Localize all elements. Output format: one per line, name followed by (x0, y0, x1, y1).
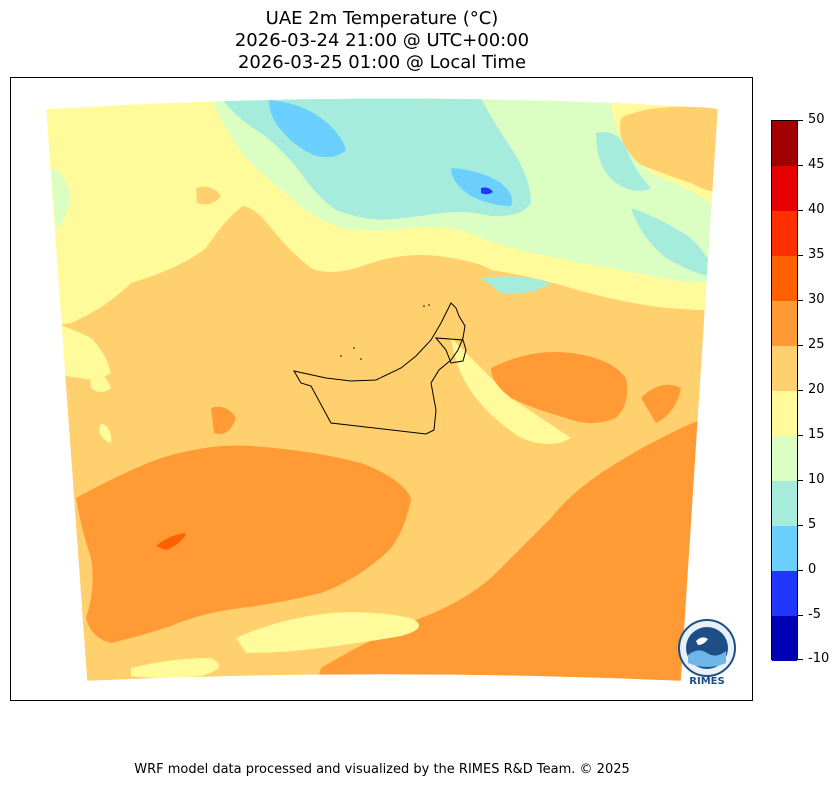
rimes-emblem-icon (678, 619, 736, 677)
colorbar-tick-label: 25 (808, 337, 825, 352)
colorbar-tick-label: 20 (808, 382, 825, 397)
map-title: UAE 2m Temperature (°C) (265, 8, 499, 29)
temp-band-30-35 (156, 533, 186, 550)
uae-border (292, 302, 466, 435)
local-time: 2026-03-25 01:00 @ Local Time (237, 52, 527, 73)
colorbar-tick-label: 45 (808, 157, 825, 172)
colorbar-tick-label: 30 (808, 292, 825, 307)
colorbar-tick-label: 35 (808, 247, 825, 262)
temp-band-0-5 (269, 100, 346, 158)
footer-credit: WRF model data processed and visualized … (134, 762, 630, 777)
utc-time: 2026-03-24 21:00 @ UTC+00:00 (234, 30, 530, 51)
colorbar-tick-label: 50 (808, 112, 825, 127)
temperature-colorbar (771, 120, 798, 661)
rimes-logo: RIMES (674, 619, 740, 689)
temperature-map (45, 98, 719, 682)
logo-text: RIMES (689, 676, 725, 687)
colorbar-tick-label: 15 (808, 427, 825, 442)
colorbar-tick-label: -10 (808, 651, 830, 666)
map-area[interactable] (10, 77, 753, 701)
colorbar-tick-label: 10 (808, 472, 825, 487)
colorbar-tick-label: 0 (808, 562, 817, 577)
temp-band-25-30 (76, 445, 411, 643)
colorbar-tick-label: 5 (808, 517, 817, 532)
colorbar-tick-label: -5 (808, 607, 821, 622)
colorbar-tick-label: 40 (808, 202, 825, 217)
